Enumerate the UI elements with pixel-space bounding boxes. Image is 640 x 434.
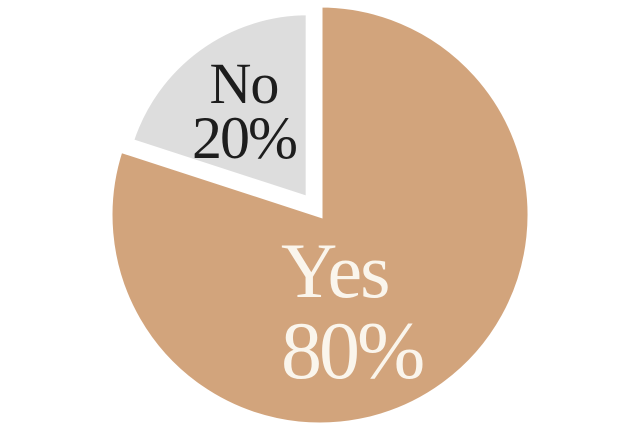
no-slice-label-group: No 20% (159, 51, 329, 171)
no-slice-label: No (209, 51, 280, 116)
yes-slice-label-group: Yes 80% (281, 227, 425, 396)
yes-slice-value: 80% (281, 305, 425, 396)
pie-slice-yes (107, 2, 533, 428)
pie-slice-no (128, 10, 311, 203)
yes-slice-label: Yes (281, 227, 391, 314)
no-slice-value: 20% (192, 105, 298, 171)
